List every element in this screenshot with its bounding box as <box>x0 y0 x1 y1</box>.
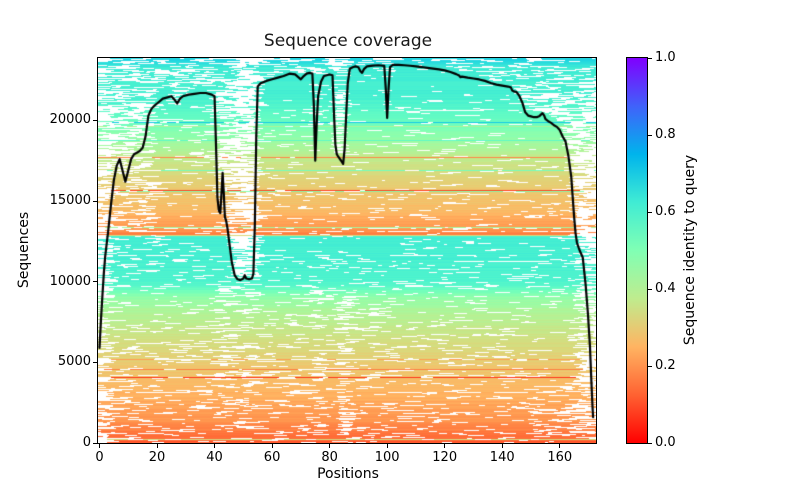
y-tick-label: 15000 <box>49 193 91 209</box>
y-tick-label: 0 <box>82 435 91 450</box>
colorbar-tick <box>648 442 652 444</box>
x-tick-label: 120 <box>432 450 458 465</box>
colorbar-tick-label: 0.0 <box>655 435 676 450</box>
x-tick <box>271 444 273 448</box>
colorbar-tick <box>648 365 652 367</box>
y-tick <box>93 200 97 202</box>
y-tick-label: 20000 <box>49 112 91 128</box>
x-tick <box>98 444 100 448</box>
y-tick-label: 5000 <box>57 354 91 370</box>
x-tick <box>329 444 331 448</box>
colorbar-tick <box>648 57 652 59</box>
plot-area <box>97 57 597 444</box>
y-tick-label: 10000 <box>49 273 91 289</box>
x-axis-label: Positions <box>317 466 379 482</box>
colorbar-tick-label: 1.0 <box>655 50 676 65</box>
colorbar-tick-label: 0.2 <box>655 358 676 373</box>
colorbar-tick-label: 0.8 <box>655 127 676 142</box>
x-tick <box>386 444 388 448</box>
colorbar-gradient <box>627 58 647 443</box>
colorbar-tick <box>648 211 652 213</box>
y-tick <box>93 119 97 121</box>
colorbar-tick-label: 0.4 <box>655 281 676 296</box>
y-axis-label: Sequences <box>16 211 33 289</box>
colorbar-tick <box>648 288 652 290</box>
x-tick <box>156 444 158 448</box>
x-tick <box>214 444 216 448</box>
y-tick <box>93 281 97 283</box>
colorbar <box>626 57 648 444</box>
x-tick-label: 140 <box>489 450 515 465</box>
y-tick <box>93 361 97 363</box>
x-tick <box>444 444 446 448</box>
x-tick <box>501 444 503 448</box>
x-tick-label: 0 <box>95 450 104 465</box>
colorbar-tick-label: 0.6 <box>655 204 676 219</box>
colorbar-tick <box>648 134 652 136</box>
x-tick-label: 80 <box>321 450 338 465</box>
colorbar-label: Sequence identity to query <box>682 154 699 346</box>
x-tick-label: 60 <box>263 450 281 465</box>
x-tick-label: 160 <box>547 450 573 465</box>
x-tick <box>559 444 561 448</box>
plot-title: Sequence coverage <box>263 31 433 51</box>
msa-heatmap-canvas <box>98 58 596 443</box>
x-tick-label: 40 <box>206 450 223 465</box>
x-tick-label: 100 <box>374 450 400 465</box>
x-tick-label: 20 <box>148 450 166 465</box>
y-tick <box>93 442 97 444</box>
